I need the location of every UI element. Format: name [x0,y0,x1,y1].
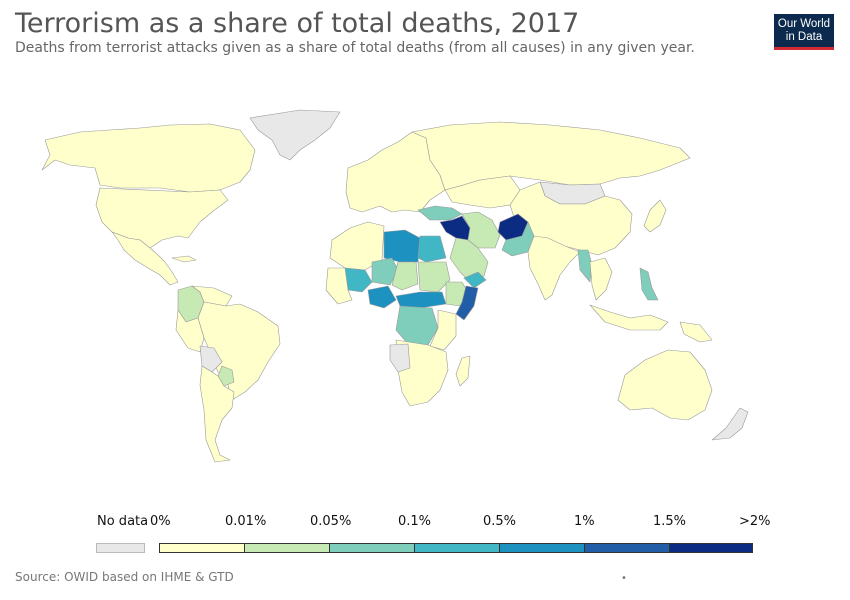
philippines[interactable] [639,267,659,301]
legend-label-4: 0.5% [483,514,517,529]
libya[interactable] [383,229,421,263]
indonesia[interactable] [589,304,669,331]
peru[interactable] [175,309,205,353]
legend-swatch-3 [414,543,500,553]
map-legend: No data 0% 0.01% 0.05% 0.1% 0.5% 1% 1.5%… [0,510,850,560]
legend-label-2: 0.05% [310,514,352,529]
australia[interactable] [617,349,713,421]
sudan[interactable] [417,261,451,293]
dr-congo[interactable] [395,305,439,346]
papua-new-guinea[interactable] [679,321,713,343]
iran[interactable] [461,211,501,249]
yemen[interactable] [463,271,487,289]
argentina[interactable] [199,365,235,463]
myanmar[interactable] [577,249,593,283]
turkey[interactable] [417,205,463,221]
legend-no-data-label: No data [97,514,149,529]
angola[interactable] [389,343,411,373]
east-africa[interactable] [429,309,457,351]
greenland[interactable] [249,109,341,161]
legend-label-3: 0.1% [398,514,432,529]
logo-line-1: Our World [777,18,831,30]
legend-label-max: >2% [739,514,771,529]
mexico[interactable] [111,231,179,286]
somalia[interactable] [455,285,479,321]
bolivia[interactable] [199,345,223,373]
legend-no-data-swatch [96,543,145,553]
legend-swatch-5 [584,543,670,553]
west-africa[interactable] [325,267,353,305]
source-note: Source: OWID based on IHME & GTD [15,570,234,584]
russia[interactable] [411,121,691,191]
cuba[interactable] [171,255,197,263]
legend-label-6: 1.5% [653,514,687,529]
legend-swatch-1 [244,543,330,553]
egypt[interactable] [417,235,447,263]
india[interactable] [527,235,581,301]
footer-marker: • [621,573,627,584]
united-states[interactable] [95,187,229,249]
chad[interactable] [391,261,419,291]
owid-logo[interactable]: Our World in Data [774,14,834,50]
nigeria[interactable] [367,285,397,309]
madagascar[interactable] [455,355,471,387]
logo-line-2: in Data [785,31,823,43]
legend-swatch-2 [329,543,415,553]
saudi-arabia[interactable] [449,237,489,283]
central-african-republic[interactable] [395,291,447,309]
canada[interactable] [41,123,256,193]
legend-swatch-6 [669,543,753,553]
mali[interactable] [344,267,373,293]
new-zealand[interactable] [711,407,749,441]
paraguay[interactable] [217,365,235,387]
legend-swatch-4 [499,543,585,553]
japan[interactable] [643,199,667,233]
legend-swatch-0 [159,543,245,553]
europe[interactable] [345,131,446,213]
chart-subtitle: Deaths from terrorist attacks given as a… [15,40,695,56]
legend-label-5: 1% [574,514,595,529]
world-map[interactable] [0,95,850,495]
chart-title: Terrorism as a share of total deaths, 20… [15,8,580,39]
southeast-asia[interactable] [589,257,613,301]
legend-label-1: 0.01% [225,514,267,529]
legend-label-0: 0% [150,514,171,529]
